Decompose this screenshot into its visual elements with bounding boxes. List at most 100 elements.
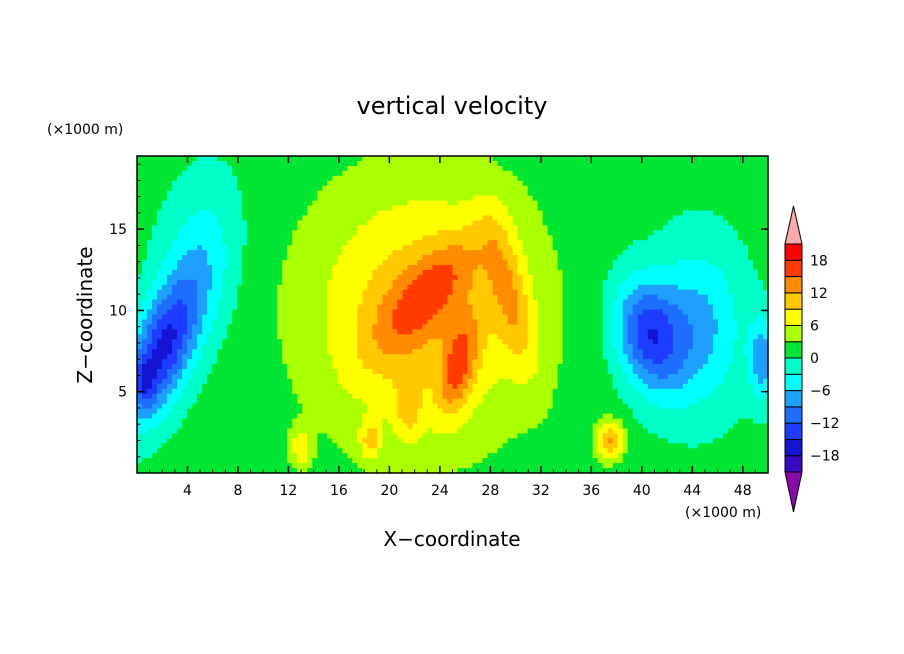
contour-cell — [427, 260, 434, 266]
contour-cell — [232, 428, 238, 434]
contour-cell — [207, 165, 213, 172]
contour-cell — [342, 398, 348, 405]
contour-cell — [187, 393, 193, 400]
contour-cell — [432, 319, 439, 325]
contour-cell — [242, 398, 248, 405]
contour-cell — [197, 195, 203, 202]
contour-cell — [217, 368, 223, 375]
contour-cell — [472, 344, 479, 350]
contour-cell — [402, 364, 409, 370]
contour-cell — [457, 230, 464, 236]
contour-cell — [297, 245, 303, 251]
contour-cell — [362, 378, 368, 385]
contour-cell — [292, 294, 298, 301]
contour-cell — [162, 378, 168, 385]
contour-cell — [372, 408, 378, 415]
contour-cell — [357, 458, 363, 464]
contour-cell — [152, 299, 158, 306]
contour-cell — [392, 453, 399, 459]
contour-cell — [362, 408, 368, 415]
contour-cell — [522, 398, 529, 405]
contour-cell — [342, 418, 348, 425]
contour-cell — [357, 210, 363, 217]
contour-cell — [407, 175, 414, 182]
contour-cell — [482, 339, 489, 345]
contour-cell — [172, 433, 178, 439]
contour-cell — [517, 294, 524, 301]
contour-cell — [347, 373, 353, 380]
contour-cell — [487, 250, 494, 256]
contour-cell — [187, 274, 193, 281]
contour-cell — [167, 413, 173, 420]
contour-cell — [202, 180, 208, 187]
contour-cell — [342, 334, 348, 340]
contour-cell — [312, 245, 318, 251]
contour-cell — [202, 388, 208, 395]
contour-cell — [172, 463, 178, 469]
contour-cell — [437, 195, 444, 202]
contour-cell — [482, 368, 489, 375]
contour-cell — [202, 170, 208, 177]
contour-cell — [387, 284, 394, 291]
contour-cell — [182, 210, 188, 217]
contour-cell — [172, 408, 178, 415]
contour-cell — [312, 156, 318, 162]
contour-cell — [247, 354, 253, 360]
contour-cell — [357, 339, 363, 345]
contour-cell — [452, 200, 459, 207]
contour-cell — [252, 329, 258, 335]
contour-cell — [502, 195, 509, 202]
contour-cell — [432, 160, 439, 167]
contour-cell — [512, 364, 519, 370]
contour-cell — [162, 364, 168, 370]
contour-cell — [367, 398, 373, 405]
contour-cell — [142, 235, 148, 241]
contour-cell — [377, 255, 383, 261]
contour-cell — [137, 403, 143, 410]
contour-cell — [397, 314, 404, 321]
contour-cell — [432, 463, 439, 469]
contour-cell — [297, 255, 303, 261]
contour-cell — [452, 235, 459, 241]
contour-cell — [477, 403, 484, 410]
contour-cell — [172, 284, 178, 291]
contour-cell — [252, 368, 258, 375]
contour-cell — [172, 319, 178, 325]
contour-cell — [372, 423, 378, 430]
contour-cell — [182, 359, 188, 365]
contour-cell — [312, 205, 318, 212]
contour-cell — [427, 255, 434, 261]
contour-cell — [227, 260, 233, 266]
contour-cell — [317, 359, 323, 365]
contour-cell — [317, 279, 323, 286]
contour-cell — [277, 309, 283, 316]
contour-cell — [352, 210, 358, 217]
contour-cell — [247, 240, 253, 246]
contour-cell — [302, 408, 308, 415]
contour-cell — [482, 453, 489, 459]
contour-cell — [417, 448, 424, 454]
contour-cell — [432, 235, 439, 241]
contour-cell — [297, 240, 303, 246]
contour-cell — [177, 448, 183, 454]
contour-cell — [192, 200, 198, 207]
contour-cell — [482, 403, 489, 410]
contour-cell — [202, 269, 208, 276]
contour-cell — [227, 388, 233, 395]
contour-cell — [462, 156, 469, 162]
contour-cell — [507, 368, 514, 375]
contour-cell — [437, 309, 444, 316]
contour-cell — [257, 423, 263, 430]
contour-cell — [422, 418, 429, 425]
contour-cell — [487, 364, 494, 370]
contour-cell — [312, 408, 318, 415]
contour-cell — [507, 260, 514, 266]
contour-cell — [242, 269, 248, 276]
contour-cell — [167, 403, 173, 410]
contour-cell — [507, 210, 514, 217]
contour-cell — [472, 403, 479, 410]
contour-cell — [487, 185, 494, 192]
contour-cell — [227, 269, 233, 276]
contour-cell — [412, 334, 419, 340]
contour-cell — [162, 398, 168, 405]
